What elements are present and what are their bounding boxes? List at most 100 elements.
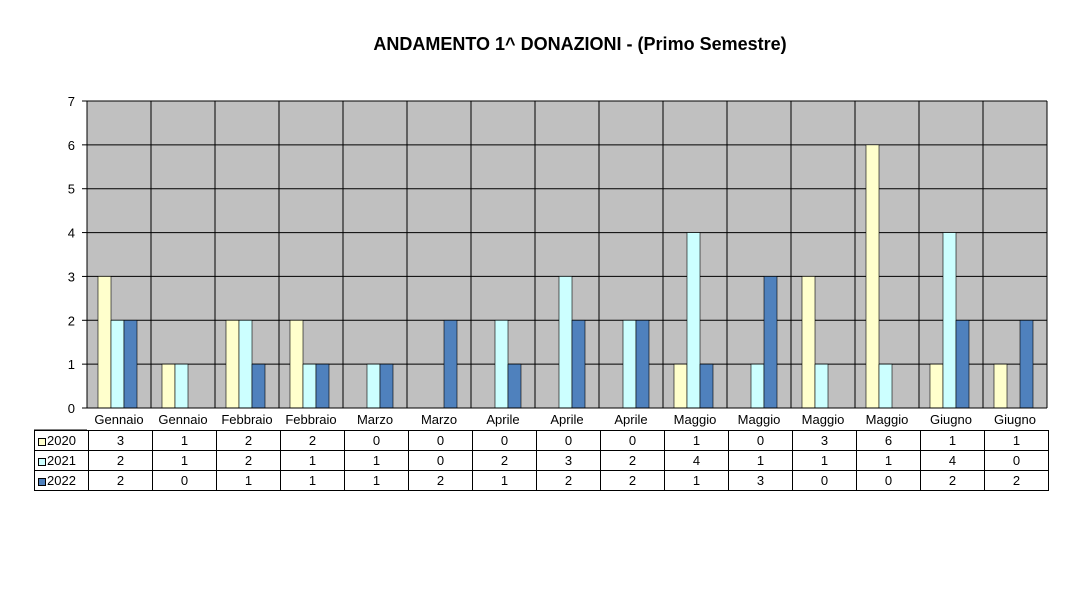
table-cell: 0 bbox=[792, 470, 857, 491]
chart-title: ANDAMENTO 1^ DONAZIONI - (Primo Semestre… bbox=[373, 34, 787, 54]
bar-2022-3 bbox=[315, 363, 330, 409]
bar-2020-2 bbox=[225, 319, 240, 409]
table-cell: 4 bbox=[920, 450, 985, 471]
legend-entry: 2022 bbox=[34, 470, 89, 491]
table-cell: 1 bbox=[344, 470, 409, 491]
bar-2022-13 bbox=[955, 319, 970, 409]
table-cell: 0 bbox=[472, 430, 537, 451]
bar-2021-2 bbox=[238, 319, 253, 409]
x-tick-label: Aprile bbox=[550, 412, 583, 427]
bar-2021-6 bbox=[494, 319, 509, 409]
table-cell: 3 bbox=[792, 430, 857, 451]
table-cell: 1 bbox=[728, 450, 793, 471]
x-tick-label: Aprile bbox=[614, 412, 647, 427]
bar-2021-3 bbox=[302, 363, 317, 409]
table-cell: 2 bbox=[88, 470, 153, 491]
x-tick-label: Febbraio bbox=[221, 412, 272, 427]
table-cell: 4 bbox=[664, 450, 729, 471]
bar-2020-0 bbox=[97, 276, 112, 409]
legend-label: 2022 bbox=[47, 473, 76, 488]
table-cell: 1 bbox=[920, 430, 985, 451]
bar-2021-10 bbox=[750, 363, 765, 409]
bar-2022-8 bbox=[635, 319, 650, 409]
table-cell: 3 bbox=[728, 470, 793, 491]
legend-label: 2020 bbox=[47, 433, 76, 448]
table-cell: 1 bbox=[344, 450, 409, 471]
table-cell: 1 bbox=[280, 470, 345, 491]
table-cell: 2 bbox=[408, 470, 473, 491]
bar-2022-4 bbox=[379, 363, 394, 409]
bar-2021-7 bbox=[558, 276, 573, 409]
bar-2020-11 bbox=[801, 276, 816, 409]
table-cell: 3 bbox=[88, 430, 153, 451]
table-cell: 2 bbox=[600, 450, 665, 471]
table-cell: 2 bbox=[536, 470, 601, 491]
table-cell: 2 bbox=[600, 470, 665, 491]
y-tick-label: 2 bbox=[68, 313, 75, 328]
table-cell: 1 bbox=[280, 450, 345, 471]
table-cell: 0 bbox=[408, 450, 473, 471]
legend-key bbox=[38, 477, 46, 486]
legend-key bbox=[38, 457, 46, 466]
x-axis-labels: Gennaio Gennaio Febbraio Febbraio Marzo Marzo… bbox=[34, 407, 1047, 431]
bar-2020-12 bbox=[865, 144, 880, 409]
table-cell: 1 bbox=[984, 430, 1049, 451]
table-cell: 0 bbox=[984, 450, 1049, 471]
table-cell: 2 bbox=[472, 450, 537, 471]
table-cell: 3 bbox=[536, 450, 601, 471]
table-cell: 0 bbox=[408, 430, 473, 451]
table-cell: 0 bbox=[536, 430, 601, 451]
table-row: 2020 3 1 2 2 0 0 0 0 0 1 0 3 6 1 1 bbox=[34, 430, 1049, 451]
y-tick-label: 5 bbox=[68, 182, 75, 197]
table-cell: 1 bbox=[472, 470, 537, 491]
x-tick-label: Maggio bbox=[674, 412, 717, 427]
bar-2021-12 bbox=[878, 363, 893, 409]
bar-2020-1 bbox=[161, 363, 176, 409]
table-cell: 6 bbox=[856, 430, 921, 451]
x-tick-label: Marzo bbox=[421, 412, 457, 427]
table-cell: 1 bbox=[664, 470, 729, 491]
bar-2021-4 bbox=[366, 363, 381, 409]
x-tick-label: Maggio bbox=[866, 412, 909, 427]
legend-entry: 2021 bbox=[34, 450, 89, 471]
legend-label: 2021 bbox=[47, 453, 76, 468]
table-row: 2022 2 0 1 1 1 2 1 2 2 1 3 0 0 2 2 bbox=[34, 470, 1049, 491]
table-cell: 0 bbox=[728, 430, 793, 451]
legend-key bbox=[38, 437, 46, 446]
y-axis-ticks: 0 1 2 3 4 5 6 7 bbox=[68, 94, 75, 416]
y-tick-label: 6 bbox=[68, 138, 75, 153]
bar-2020-9 bbox=[673, 363, 688, 409]
bars bbox=[97, 144, 1034, 409]
table-cell: 2 bbox=[280, 430, 345, 451]
bar-2021-9 bbox=[686, 232, 701, 409]
table-cell: 1 bbox=[856, 450, 921, 471]
y-tick-label: 7 bbox=[68, 94, 75, 109]
table-cell: 0 bbox=[152, 470, 217, 491]
table-cell: 0 bbox=[600, 430, 665, 451]
bar-2020-3 bbox=[289, 319, 304, 409]
bar-2022-0 bbox=[123, 319, 138, 409]
bar-2020-13 bbox=[929, 363, 944, 409]
y-tick-label: 1 bbox=[68, 357, 75, 372]
x-tick-label: Giugno bbox=[930, 412, 972, 427]
table-cell: 2 bbox=[88, 450, 153, 471]
bar-2021-13 bbox=[942, 232, 957, 409]
x-tick-label: Maggio bbox=[802, 412, 845, 427]
table-cell: 1 bbox=[216, 470, 281, 491]
x-tick-label: Giugno bbox=[994, 412, 1036, 427]
x-tick-label: Aprile bbox=[486, 412, 519, 427]
x-tick-label: Gennaio bbox=[94, 412, 143, 427]
table-cell: 0 bbox=[856, 470, 921, 491]
table-cell: 2 bbox=[216, 430, 281, 451]
bar-2021-11 bbox=[814, 363, 829, 409]
bar-2022-10 bbox=[763, 276, 778, 409]
data-table: 2020 3 1 2 2 0 0 0 0 0 1 0 3 6 1 1 2021 2 1 2 1 1 0 2 3 2 4 1 1 1 4 0 20… bbox=[34, 430, 1049, 491]
bar-2022-7 bbox=[571, 319, 586, 409]
table-cell: 2 bbox=[984, 470, 1049, 491]
table-cell: 0 bbox=[344, 430, 409, 451]
bar-2022-2 bbox=[251, 363, 266, 409]
table-cell: 1 bbox=[152, 450, 217, 471]
bar-2021-0 bbox=[110, 319, 125, 409]
legend-entry: 2020 bbox=[34, 430, 89, 451]
